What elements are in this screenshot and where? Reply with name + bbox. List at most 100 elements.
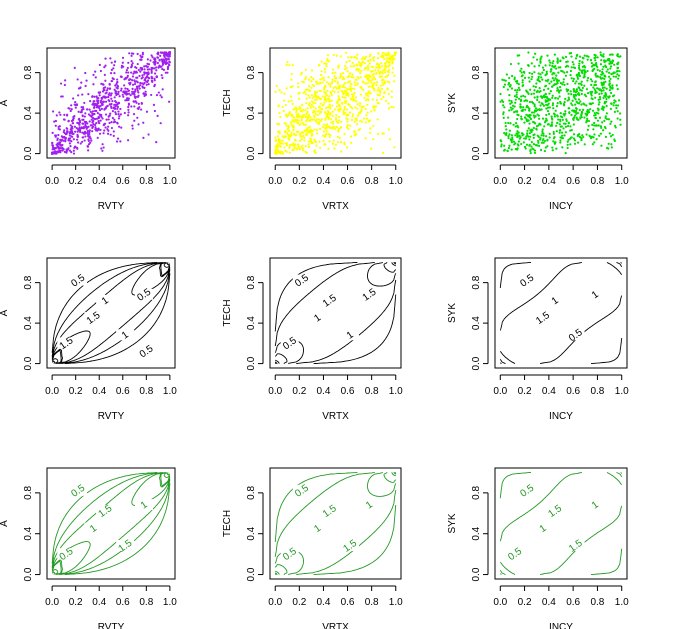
scatter-point (371, 70, 374, 73)
scatter-point (591, 143, 594, 146)
scatter-point (540, 134, 543, 137)
scatter-point (600, 126, 603, 129)
x-tick-label: 0.6 (566, 176, 580, 187)
scatter-point (280, 150, 284, 153)
scatter-point (315, 132, 319, 135)
scatter-point (163, 52, 166, 55)
scatter-point (539, 73, 542, 76)
scatter-point (546, 109, 550, 113)
scatter-point (387, 60, 390, 64)
scatter-point (107, 118, 110, 121)
scatter-point (131, 87, 134, 90)
x-tick-label: 0.2 (518, 597, 532, 608)
x-tick-label: 0.0 (268, 597, 282, 608)
x-tick-label: 0.2 (292, 176, 306, 187)
scatter-point (572, 116, 575, 120)
scatter-point (549, 124, 552, 127)
scatter-point (307, 145, 310, 148)
scatter-point (98, 132, 102, 135)
scatter-point (285, 87, 288, 90)
scatter-point (117, 102, 120, 105)
scatter-point (83, 130, 87, 133)
scatter-point (97, 97, 100, 100)
x-axis: 0.0 0.2 0.4 0.6 0.8 1.0 (45, 374, 177, 397)
scatter-point (284, 103, 288, 107)
scatter-point (516, 113, 519, 116)
scatter-point (321, 134, 325, 137)
scatter-point (387, 128, 390, 131)
x-tick-label: 0.8 (590, 597, 604, 608)
scatter-point (353, 134, 356, 137)
scatter-point (119, 113, 122, 116)
contour-level (51, 471, 171, 576)
scatter-point (331, 104, 334, 107)
scatter-point (516, 130, 519, 133)
scatter-point (345, 60, 348, 64)
scatter-point (326, 89, 329, 92)
scatter-point (345, 114, 348, 117)
scatter-point (325, 106, 328, 109)
scatter-point (153, 67, 156, 70)
scatter-point (587, 55, 590, 58)
scatter-point (351, 107, 354, 110)
x-tick-label: 1.0 (389, 597, 403, 608)
contour-level (274, 262, 397, 364)
scatter-point (545, 70, 548, 73)
scatter-point (387, 92, 390, 96)
scatter-point (528, 107, 531, 110)
scatter-point (359, 119, 362, 122)
scatter-point (309, 120, 312, 123)
scatter-point (516, 82, 519, 85)
scatter-point (557, 118, 560, 121)
scatter-point (546, 80, 549, 83)
scatter-point (583, 84, 586, 87)
scatter-point (59, 151, 62, 154)
scatter-point (561, 83, 564, 86)
scatter-point (612, 75, 615, 78)
scatter-point (536, 98, 539, 102)
scatter-point (534, 115, 537, 118)
scatter-point (341, 71, 345, 75)
scatter-point (127, 97, 130, 100)
scatter-point (589, 58, 593, 62)
scatter-point (514, 134, 517, 137)
scatter-point (530, 130, 533, 134)
scatter-point (386, 88, 389, 91)
x-tick-label: 0.4 (316, 176, 330, 187)
x-tick-label: 0.0 (45, 386, 59, 397)
scatter-point (578, 55, 582, 58)
x-axis-label: RVTY (98, 411, 125, 422)
scatter-point (156, 61, 159, 65)
scatter-point (532, 136, 535, 139)
contour-label: 1 (100, 295, 111, 307)
scatter-point (599, 51, 602, 54)
scatter-point (586, 128, 589, 131)
scatter-point (142, 92, 145, 95)
scatter-point (81, 122, 84, 125)
scatter-point (116, 80, 119, 84)
scatter-point (515, 91, 518, 94)
scatter-point (63, 83, 66, 87)
scatter-point (613, 63, 616, 66)
scatter-point (281, 142, 284, 145)
scatter-point (293, 120, 296, 124)
scatter-point (339, 55, 342, 58)
scatter-point (104, 64, 107, 67)
scatter-point (564, 74, 568, 77)
scatter-point (360, 105, 364, 109)
scatter-point (87, 143, 91, 146)
contour-level (52, 262, 170, 364)
scatter-point (335, 120, 339, 123)
scatter-point (303, 139, 306, 142)
scatter-point (164, 62, 167, 66)
scatter-point (386, 80, 389, 83)
scatter-point (390, 96, 393, 99)
scatter-point (513, 105, 516, 108)
scatter-point (564, 152, 567, 155)
scatter-point (616, 53, 619, 56)
scatter-point (383, 80, 387, 83)
scatter-point (372, 56, 376, 59)
scatter-point (384, 65, 387, 68)
scatter-point (348, 72, 351, 75)
scatter-point (286, 61, 289, 64)
